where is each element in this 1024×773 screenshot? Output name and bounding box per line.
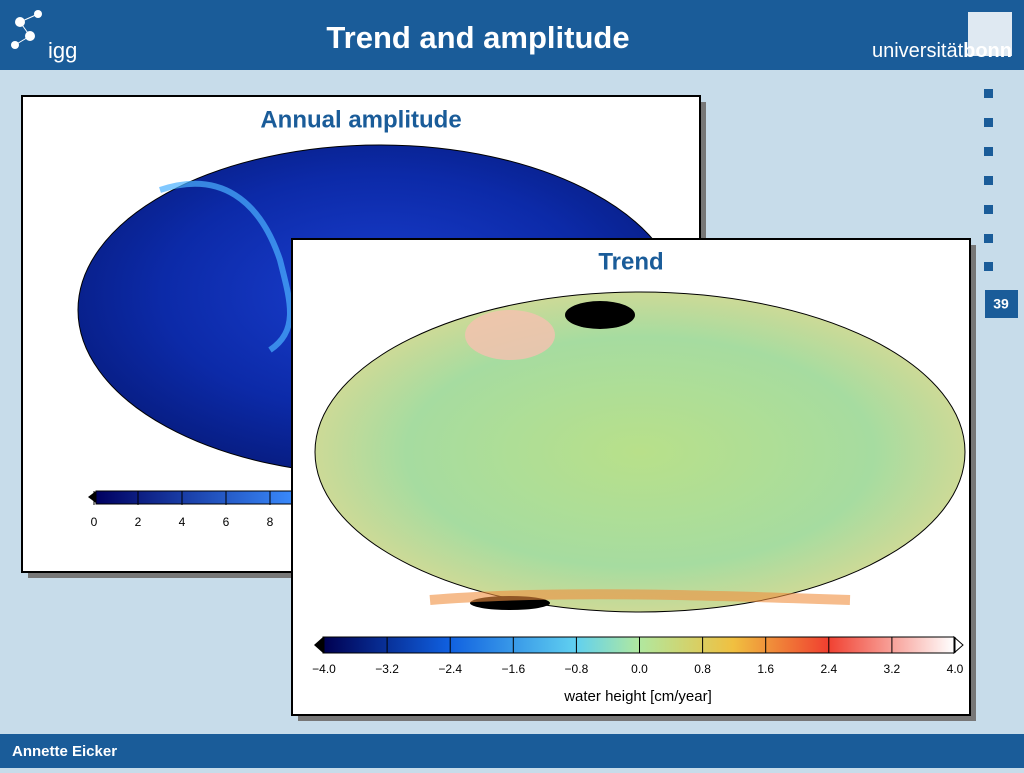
trend-colorbar [322,636,955,654]
page-number: 39 [993,296,1009,312]
tick-label: 2.4 [820,662,837,676]
tick-label: −2.4 [438,662,462,676]
colorbar-ticks: −4.0 −3.2 −2.4 −1.6 −0.8 0.0 0.8 1.6 2.4 3.2 4.0 [312,637,964,676]
uni-emblem [968,12,1012,56]
tick-label: 0.0 [631,662,648,676]
uni-light: universität [872,40,964,62]
tick-label: 6 [223,515,230,529]
colorbar-label: water height [cm/year] [563,688,712,705]
tick-label: −4.0 [312,662,336,676]
tick-label: 1.6 [757,662,774,676]
footer-bar [0,734,1024,768]
map-feature [465,310,555,360]
uni-bold: bonn [963,40,1012,62]
tick-label: −3.2 [375,662,399,676]
tick-label: −0.8 [565,662,589,676]
uni-logo: universitätbonn [872,40,1012,62]
slide-title: Trend and amplitude [326,20,629,55]
panel-title: Annual amplitude [260,106,461,133]
colorbar-ticks: 0 2 4 6 8 [91,491,274,529]
tick-label: 2 [135,515,142,529]
bullets [984,89,993,271]
map-feature [565,301,635,329]
tick-label: 0.8 [694,662,711,676]
tick-label: 0 [91,515,98,529]
tick-label: 4 [179,515,186,529]
igg-logo: igg [11,10,77,63]
tick-label: 4.0 [947,662,964,676]
map-feature [159,180,293,353]
panel-title: Trend [598,248,663,275]
header-bar [0,0,1024,70]
footer-author: Annette Eicker [12,743,117,760]
page-number-box [985,290,1018,318]
tick-label: 8 [267,515,274,529]
tick-label: 3.2 [884,662,901,676]
amplitude-colorbar [95,490,297,505]
map-feature [429,589,851,605]
logo-text: igg [48,38,77,63]
colorbar-arrow [953,635,964,655]
colorbar-arrow [314,637,323,653]
trend-map [314,291,966,613]
tick-label: −1.6 [501,662,525,676]
